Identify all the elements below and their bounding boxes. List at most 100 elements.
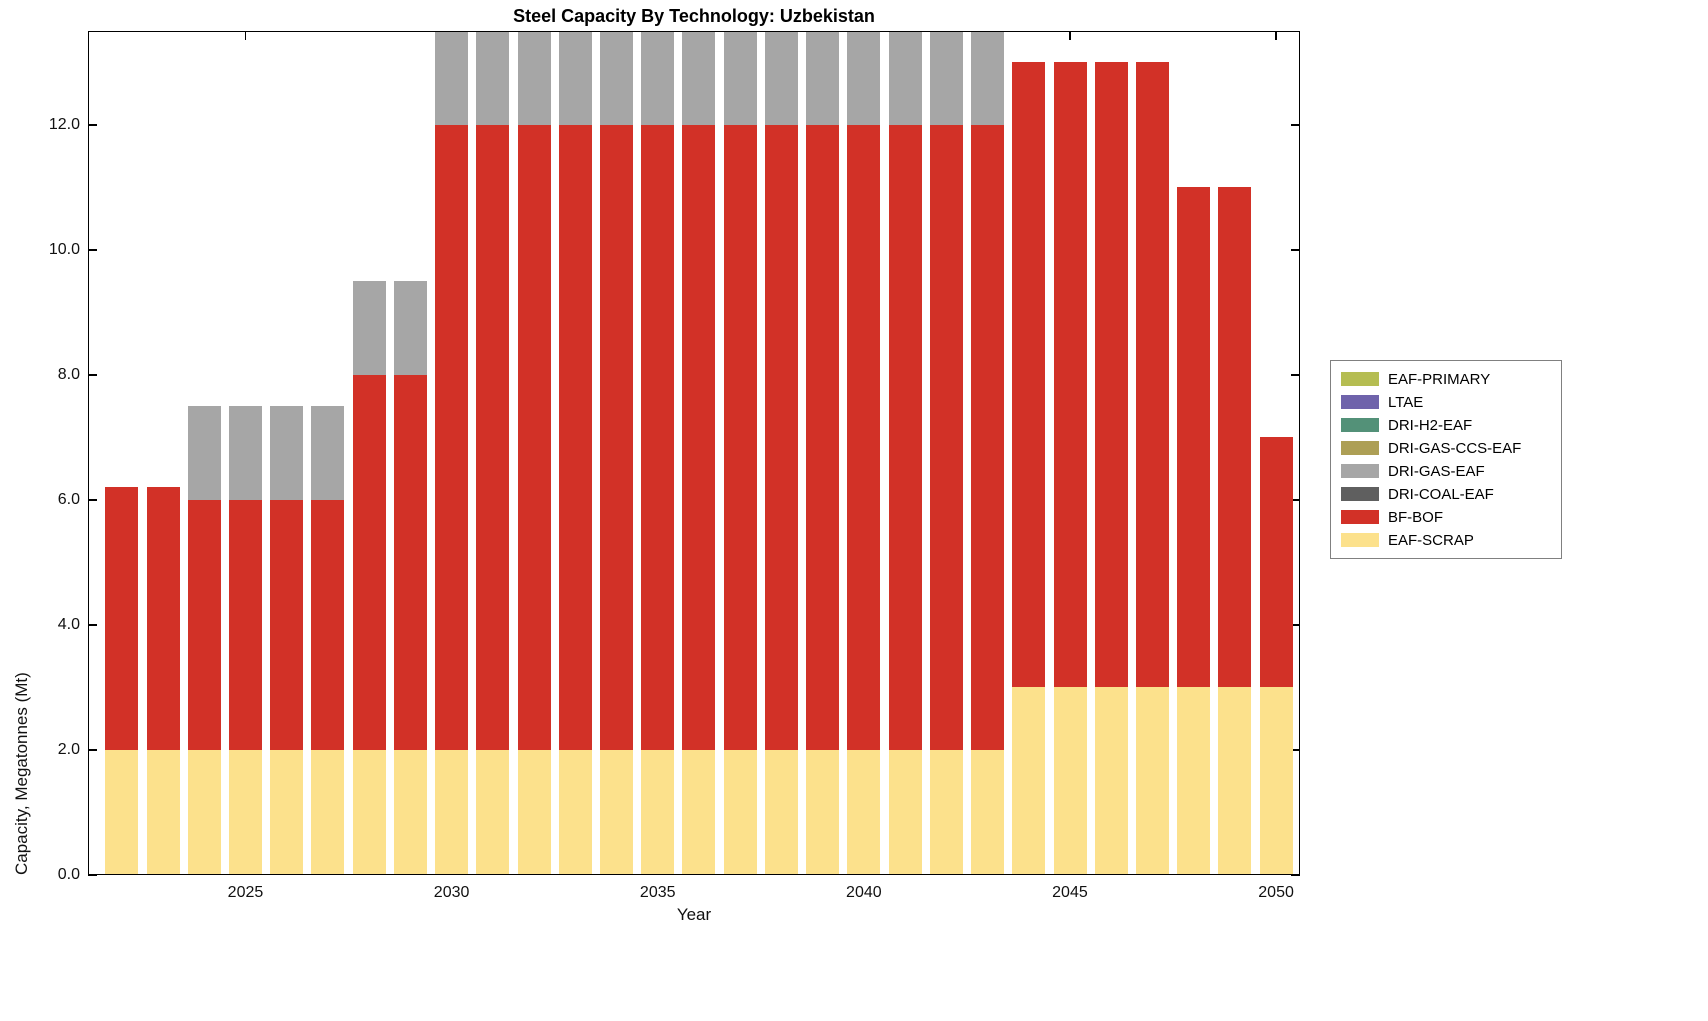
bar-eaf-scrap-2050 — [1259, 687, 1293, 875]
x-tick-label: 2045 — [1052, 884, 1088, 901]
legend-item-eaf-primary: EAF-PRIMARY — [1341, 369, 1551, 389]
legend-label: DRI-GAS-CCS-EAF — [1388, 439, 1522, 457]
bar-dri-gas-eaf-2042 — [929, 31, 963, 125]
bar-dri-gas-eaf-2024 — [187, 406, 221, 500]
bar-eaf-scrap-2028 — [352, 750, 386, 875]
axis-tick-mark — [244, 31, 247, 40]
axis-tick-mark — [88, 874, 97, 876]
legend-label: EAF-PRIMARY — [1388, 370, 1491, 388]
bar-dri-gas-eaf-2028 — [352, 281, 386, 375]
legend-item-dri-h2-eaf: DRI-H2-EAF — [1341, 415, 1551, 435]
bar-eaf-scrap-2041 — [888, 750, 922, 875]
bar-eaf-scrap-2043 — [971, 750, 1004, 875]
x-tick-label: 2025 — [227, 884, 264, 901]
bar-eaf-scrap-2046 — [1094, 687, 1128, 875]
bar-bf-bof-2022 — [105, 487, 139, 750]
legend-label: BF-BOF — [1388, 508, 1443, 526]
bar-bf-bof-2042 — [929, 124, 963, 750]
bar-bf-bof-2047 — [1135, 62, 1169, 688]
axis-tick-mark — [1291, 124, 1300, 126]
bar-bf-bof-2026 — [270, 499, 304, 750]
legend-item-dri-gas-ccs-eaf: DRI-GAS-CCS-EAF — [1341, 438, 1551, 458]
bar-bf-bof-2045 — [1053, 62, 1087, 688]
bar-eaf-scrap-2023 — [146, 750, 180, 875]
bar-eaf-scrap-2044 — [1012, 687, 1046, 875]
chart-title: Steel Capacity By Technology: Uzbekistan — [513, 6, 875, 26]
bar-dri-gas-eaf-2025 — [229, 406, 262, 500]
y-tick-label: 8.0 — [57, 365, 80, 383]
bar-eaf-scrap-2037 — [723, 750, 757, 875]
bar-dri-gas-eaf-2029 — [393, 281, 427, 375]
bar-bf-bof-2049 — [1218, 187, 1252, 688]
legend-item-eaf-scrap: EAF-SCRAP — [1341, 530, 1551, 550]
legend-swatch-bf-bof — [1341, 510, 1379, 524]
legend-label: DRI-H2-EAF — [1388, 416, 1473, 434]
y-tick-label: 10.0 — [48, 240, 80, 258]
x-axis-label: Year — [676, 905, 712, 924]
bar-eaf-scrap-2038 — [764, 750, 798, 875]
bar-bf-bof-2039 — [806, 124, 840, 750]
bar-eaf-scrap-2048 — [1177, 687, 1211, 875]
axis-tick-mark — [1069, 31, 1071, 40]
bar-bf-bof-2040 — [847, 124, 881, 750]
legend-label: LTAE — [1388, 393, 1424, 411]
bar-bf-bof-2029 — [393, 374, 427, 750]
bar-eaf-scrap-2049 — [1218, 687, 1252, 875]
bar-dri-gas-eaf-2043 — [971, 31, 1004, 125]
legend-item-dri-gas-eaf: DRI-GAS-EAF — [1341, 461, 1551, 481]
bar-bf-bof-2032 — [517, 124, 551, 750]
legend-swatch-dri-coal-eaf — [1341, 487, 1379, 501]
bar-bf-bof-2037 — [723, 124, 757, 750]
bar-dri-gas-eaf-2027 — [311, 406, 345, 500]
legend-swatch-ltae — [1341, 395, 1379, 409]
legend-swatch-dri-gas-eaf — [1341, 464, 1379, 478]
bar-bf-bof-2036 — [682, 124, 716, 750]
legend-item-bf-bof: BF-BOF — [1341, 507, 1551, 527]
legend-label: EAF-SCRAP — [1388, 531, 1474, 549]
axis-tick-mark — [88, 499, 97, 501]
bar-bf-bof-2023 — [146, 487, 180, 750]
legend-swatch-dri-gas-ccs-eaf — [1341, 441, 1379, 455]
bar-dri-gas-eaf-2034 — [600, 31, 633, 125]
bar-bf-bof-2041 — [888, 124, 922, 750]
bar-eaf-scrap-2026 — [270, 750, 304, 875]
bar-bf-bof-2035 — [641, 124, 675, 750]
bar-eaf-scrap-2047 — [1135, 687, 1169, 875]
bar-eaf-scrap-2035 — [641, 750, 675, 875]
bar-eaf-scrap-2039 — [806, 750, 840, 875]
bar-bf-bof-2033 — [558, 124, 592, 750]
legend-swatch-eaf-scrap — [1341, 533, 1379, 547]
bar-dri-gas-eaf-2033 — [558, 31, 592, 125]
y-tick-label: 6.0 — [57, 490, 80, 508]
bar-bf-bof-2038 — [764, 124, 798, 750]
bar-bf-bof-2027 — [311, 499, 345, 750]
bar-bf-bof-2030 — [435, 124, 469, 750]
y-tick-label: 4.0 — [57, 615, 80, 633]
legend-swatch-eaf-primary — [1341, 372, 1379, 386]
bar-dri-gas-eaf-2038 — [764, 31, 798, 125]
x-tick-label: 2030 — [433, 884, 470, 901]
bar-bf-bof-2050 — [1259, 437, 1293, 688]
axis-tick-mark — [1291, 249, 1300, 251]
bar-bf-bof-2046 — [1094, 62, 1128, 688]
bar-eaf-scrap-2024 — [187, 750, 221, 875]
bar-bf-bof-2028 — [352, 374, 386, 750]
legend-item-ltae: LTAE — [1341, 392, 1551, 412]
bar-eaf-scrap-2042 — [929, 750, 963, 875]
bar-bf-bof-2031 — [476, 124, 510, 750]
x-tick-label: 2050 — [1258, 884, 1294, 901]
axis-tick-mark — [1291, 874, 1300, 876]
bar-eaf-scrap-2027 — [311, 750, 345, 875]
bar-dri-gas-eaf-2036 — [682, 31, 716, 125]
bar-dri-gas-eaf-2026 — [270, 406, 304, 500]
axis-tick-mark — [88, 749, 97, 751]
bar-eaf-scrap-2029 — [393, 750, 427, 875]
bar-bf-bof-2025 — [229, 499, 262, 750]
axis-tick-mark — [1291, 624, 1300, 626]
bar-bf-bof-2024 — [187, 499, 221, 750]
y-tick-label: 12.0 — [48, 115, 80, 133]
axis-tick-mark — [88, 374, 97, 376]
axis-tick-mark — [88, 624, 97, 626]
axis-tick-mark — [1291, 499, 1300, 501]
